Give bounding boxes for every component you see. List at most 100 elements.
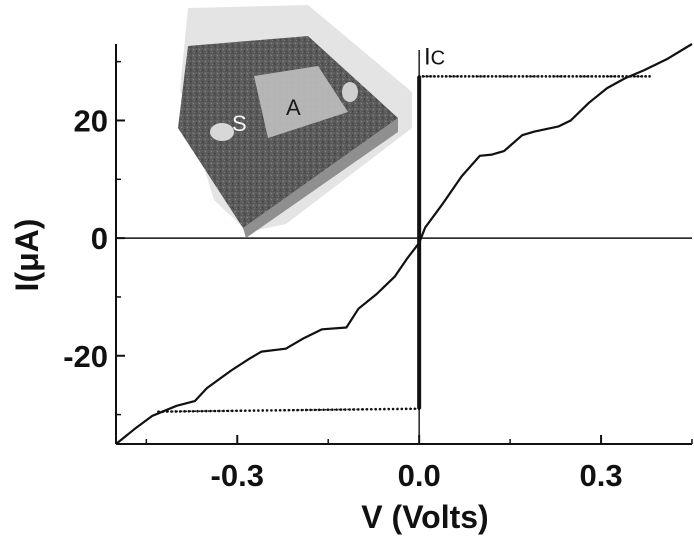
switching-point: [437, 75, 440, 78]
switching-point: [278, 408, 282, 412]
switching-point: [283, 408, 286, 412]
switching-point: [463, 75, 467, 78]
switching-point: [452, 75, 456, 78]
switching-point: [456, 75, 459, 78]
switching-point: [586, 75, 590, 78]
series-layer: [115, 43, 693, 445]
switching-point: [383, 407, 386, 411]
switching-point: [479, 75, 482, 78]
iv-curve-resistive: [115, 43, 693, 445]
switching-point: [357, 408, 360, 411]
switching-point: [544, 75, 548, 78]
switching-point: [606, 75, 609, 78]
switching-point: [309, 408, 312, 412]
switching-point: [239, 409, 243, 413]
switching-point: [467, 75, 471, 78]
switching-point: [326, 408, 330, 412]
switching-point: [178, 410, 182, 413]
tick-layer: -0.3 0.0 0.3 -20 0 20: [63, 60, 693, 493]
inset-label-s: S: [232, 111, 247, 136]
switching-point: [617, 75, 621, 78]
inset-contact-s: [210, 123, 234, 141]
switching-point: [609, 75, 613, 78]
switching-point: [265, 409, 269, 412]
switching-point: [632, 75, 636, 78]
switching-point: [517, 75, 521, 78]
switching-point: [525, 75, 528, 78]
switching-point: [559, 75, 563, 78]
switching-point: [404, 407, 408, 411]
switching-point: [409, 407, 412, 411]
switching-point: [483, 75, 486, 78]
switching-point: [170, 410, 173, 413]
switching-point: [370, 407, 373, 411]
switching-point: [540, 75, 544, 78]
x-tick-label: 0.0: [398, 458, 441, 493]
afm-inset-image: S A: [178, 5, 412, 238]
switching-point: [602, 75, 605, 78]
switching-point: [213, 409, 217, 413]
switching-point: [506, 75, 509, 78]
switching-point: [296, 408, 299, 412]
switching-point: [579, 75, 582, 78]
switching-point: [304, 408, 308, 412]
switching-point: [387, 407, 391, 411]
switching-point: [217, 409, 221, 413]
x-axis-title: V (Volts): [361, 499, 488, 535]
switching-point: [548, 75, 552, 78]
switching-point: [613, 75, 617, 78]
switching-point: [161, 410, 165, 413]
switching-point: [521, 75, 525, 78]
switching-point: [460, 75, 463, 78]
switching-point: [252, 409, 256, 412]
switching-point: [433, 75, 436, 78]
switching-point: [365, 407, 369, 411]
switching-point: [174, 410, 178, 413]
switching-point: [352, 408, 356, 411]
switching-point: [594, 75, 598, 78]
switching-point: [636, 75, 640, 78]
switching-point: [187, 410, 191, 413]
switching-point: [183, 410, 186, 413]
switching-point: [513, 75, 517, 78]
switching-point: [552, 75, 555, 78]
switching-point: [396, 407, 399, 411]
switching-point: [536, 75, 540, 78]
switching-point: [571, 75, 575, 78]
switching-point: [448, 75, 452, 78]
switching-point: [640, 75, 644, 78]
switching-point: [475, 75, 479, 78]
switching-point: [361, 408, 364, 411]
switching-point: [165, 410, 169, 413]
x-tick-label: 0.3: [579, 458, 622, 493]
switching-point: [502, 75, 505, 78]
switching-point: [556, 75, 559, 78]
inset-pad-a: [254, 66, 348, 138]
switching-point: [421, 75, 425, 78]
y-tick-label: 0: [91, 221, 108, 256]
switching-point: [287, 408, 291, 412]
switching-point: [590, 75, 594, 78]
switching-point: [313, 408, 317, 412]
switching-point: [204, 409, 208, 413]
y-tick-label: 20: [74, 103, 108, 138]
switching-point: [261, 409, 265, 412]
switching-point: [322, 408, 325, 412]
switching-point: [471, 75, 475, 78]
inset-label-a: A: [286, 95, 301, 120]
switching-point: [510, 75, 513, 78]
switching-point: [257, 409, 260, 412]
switching-point: [629, 75, 632, 78]
inset-contact-right: [342, 82, 358, 102]
switching-point: [425, 75, 429, 78]
switching-point: [196, 409, 199, 413]
switching-point: [244, 409, 247, 412]
switching-point: [317, 408, 321, 412]
switching-point: [291, 408, 295, 412]
switching-point: [348, 408, 351, 411]
switching-point: [274, 409, 278, 412]
switching-point: [300, 408, 304, 412]
switching-point: [444, 75, 448, 78]
switching-point: [235, 409, 238, 413]
